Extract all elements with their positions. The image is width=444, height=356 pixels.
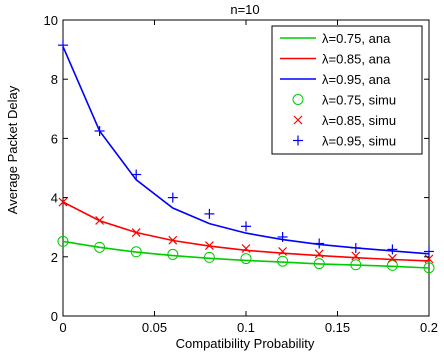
legend-item-5: λ=0.95, simu xyxy=(293,134,396,149)
y-tick-label: 6 xyxy=(51,131,58,146)
legend-label: λ=0.75, ana xyxy=(322,31,391,46)
data-point xyxy=(386,259,398,271)
data-point xyxy=(387,244,398,255)
x-tick-label: 0.05 xyxy=(142,320,167,335)
data-point-stroke xyxy=(168,235,178,245)
y-tick-label: 4 xyxy=(51,191,58,206)
y-tick-label: 0 xyxy=(51,309,58,324)
data-point xyxy=(314,249,324,259)
data-point xyxy=(57,235,69,247)
data-point xyxy=(241,244,251,253)
legend-label: λ=0.95, ana xyxy=(322,72,391,87)
data-point-stroke xyxy=(314,249,324,259)
ticks-group: 0 0.05 0.1 0.15 0.2 0 2 4 6 8 10 xyxy=(44,13,439,335)
data-point xyxy=(424,246,434,257)
data-point xyxy=(168,235,178,245)
data-point-stroke xyxy=(95,215,105,225)
series-1 xyxy=(62,201,430,262)
data-point-stroke xyxy=(241,244,251,253)
legend-swatch-stroke xyxy=(293,115,303,125)
legend-item-0: λ=0.75, ana xyxy=(280,31,391,46)
data-point xyxy=(130,246,142,258)
y-tick-label: 2 xyxy=(51,250,58,265)
data-point xyxy=(58,197,68,207)
data-point xyxy=(423,262,435,274)
data-point-stroke xyxy=(58,197,68,207)
x-axis-label: Compatibility Probability xyxy=(176,336,315,351)
data-point xyxy=(58,40,68,51)
data-point xyxy=(424,254,434,264)
series-0 xyxy=(62,240,430,269)
legend-box xyxy=(271,25,423,155)
legend-label: λ=0.85, simu xyxy=(322,113,396,128)
x-tick-label: 0.15 xyxy=(325,320,350,335)
data-point xyxy=(314,238,325,249)
data-point xyxy=(94,241,106,253)
series-line-1 xyxy=(62,201,430,262)
data-point-stroke xyxy=(387,253,397,263)
y-tick-label: 8 xyxy=(51,72,58,87)
chart-title: n=10 xyxy=(230,2,259,17)
data-point-stroke xyxy=(131,228,141,237)
data-point xyxy=(350,242,361,253)
data-point xyxy=(203,251,215,263)
y-tick-label: 10 xyxy=(44,13,58,28)
legend-swatch xyxy=(293,135,303,146)
data-point xyxy=(204,208,215,219)
series-4 xyxy=(58,197,434,264)
data-point xyxy=(387,253,397,263)
series-line-2 xyxy=(62,46,430,255)
series-3 xyxy=(57,235,435,274)
series-group xyxy=(57,40,435,274)
x-tick-label: 0 xyxy=(59,320,66,335)
legend-label: λ=0.75, simu xyxy=(322,93,396,108)
legend-label: λ=0.95, simu xyxy=(322,134,396,149)
data-point-stroke xyxy=(204,241,214,250)
legend-item-4: λ=0.85, simu xyxy=(293,113,396,128)
data-point xyxy=(351,251,361,261)
data-point xyxy=(95,215,105,225)
legend-label: λ=0.85, ana xyxy=(322,52,391,67)
series-5 xyxy=(58,40,434,257)
data-point xyxy=(278,247,288,256)
legend-item-2: λ=0.95, ana xyxy=(280,72,391,87)
data-point xyxy=(204,241,214,250)
data-point xyxy=(350,259,362,271)
data-point xyxy=(131,169,142,180)
data-point-stroke xyxy=(424,254,434,264)
plot-area: 0 0.05 0.1 0.15 0.2 0 2 4 6 8 10 xyxy=(44,13,439,335)
data-point xyxy=(131,228,141,237)
data-point xyxy=(167,248,179,260)
x-tick-label: 0.2 xyxy=(420,320,438,335)
data-point xyxy=(241,221,251,232)
legend-swatch xyxy=(292,94,304,105)
legend-item-1: λ=0.85, ana xyxy=(280,52,391,67)
data-point-stroke xyxy=(278,247,288,256)
y-axis-label: Average Packet Delay xyxy=(5,85,20,214)
data-point xyxy=(277,231,288,242)
data-point xyxy=(277,255,289,267)
data-point xyxy=(94,126,105,136)
data-point xyxy=(240,253,252,265)
legend: λ=0.75, ana λ=0.85, ana λ=0.95, ana λ=0.75,… xyxy=(271,25,423,155)
series-2 xyxy=(62,46,430,255)
x-tick-label: 0.1 xyxy=(237,320,255,335)
series-line-0 xyxy=(62,240,430,269)
data-point xyxy=(167,192,178,203)
legend-item-3: λ=0.75, simu xyxy=(292,93,396,108)
legend-swatch xyxy=(293,115,303,125)
data-point-stroke xyxy=(351,251,361,261)
data-point xyxy=(313,258,325,270)
